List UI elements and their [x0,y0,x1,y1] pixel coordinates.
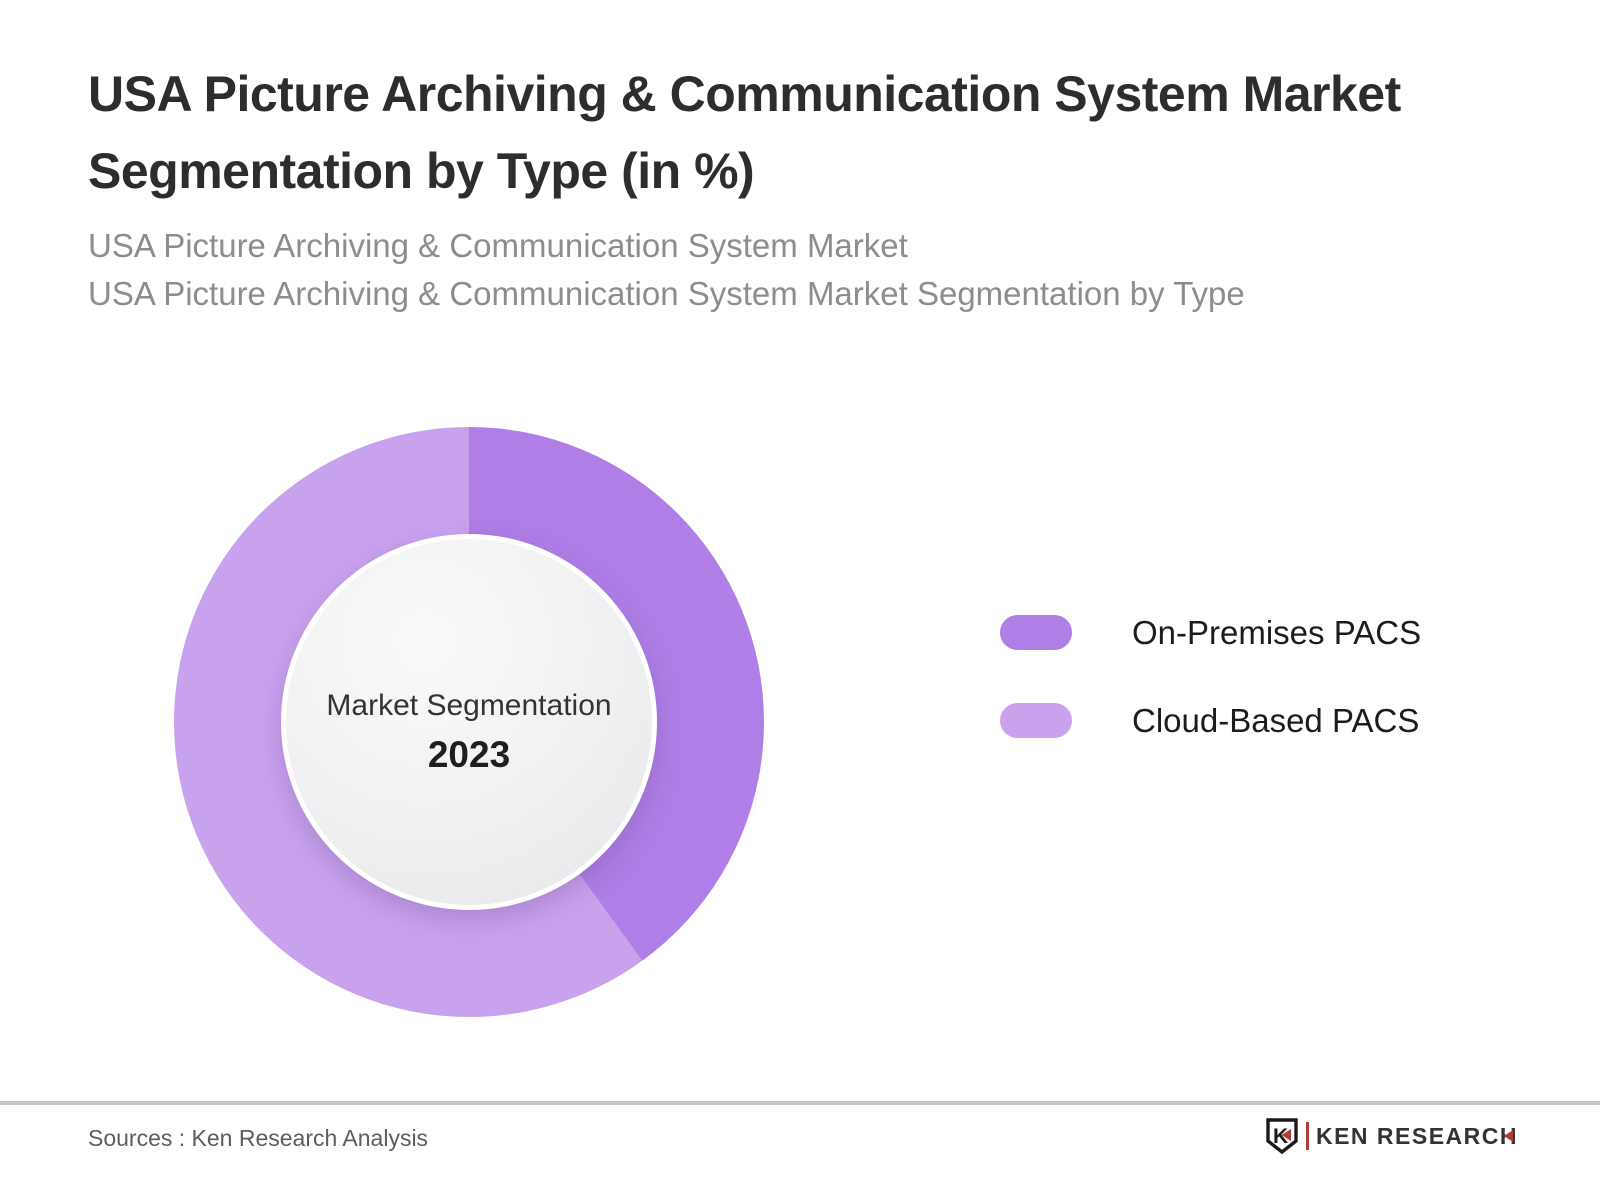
legend-label-on-premises: On-Premises PACS [1132,613,1422,651]
subtitle-line-1: USA Picture Archiving & Communication Sy… [88,227,908,264]
title-line-2: Segmentation by Type (in %) [88,143,755,199]
logo-separator [1305,1122,1309,1150]
emblem-monogram: K [1273,1125,1288,1148]
logo-red-triangle-icon [1504,1130,1513,1142]
title-line-1: USA Picture Archiving & Communication Sy… [88,66,1401,122]
donut-center-label: Market Segmentation [326,689,612,722]
donut-center-year: 2023 [427,734,511,775]
footer-divider [0,1101,1600,1105]
legend-item-on-premises: On-Premises PACS [1000,613,1422,651]
logo-wordmark-text: KEN RESEARCH [1315,1122,1518,1149]
subtitle-line-2: USA Picture Archiving & Communication Sy… [88,275,1245,312]
legend-item-cloud-based: Cloud-Based PACS [1000,701,1421,739]
page-title: USA Picture Archiving & Communication Sy… [88,56,1401,210]
subtitle: USA Picture Archiving & Communication Sy… [88,222,1245,318]
donut-center-disc: Market Segmentation 2023 [281,534,657,910]
chart-legend: On-Premises PACS Cloud-Based PACS [1000,613,1422,791]
legend-swatch-on-premises [1000,615,1072,650]
donut-ring: Market Segmentation 2023 [174,427,764,1017]
ken-research-logo: K KEN RESEARCH [1265,1118,1517,1154]
legend-swatch-cloud-based [1000,703,1072,738]
sources-text: Sources : Ken Research Analysis [88,1125,429,1151]
ken-research-emblem-icon: K [1266,1118,1298,1154]
logo-wordmark: KEN RESEARCH [1316,1123,1517,1150]
legend-label-cloud-based: Cloud-Based PACS [1132,701,1420,739]
